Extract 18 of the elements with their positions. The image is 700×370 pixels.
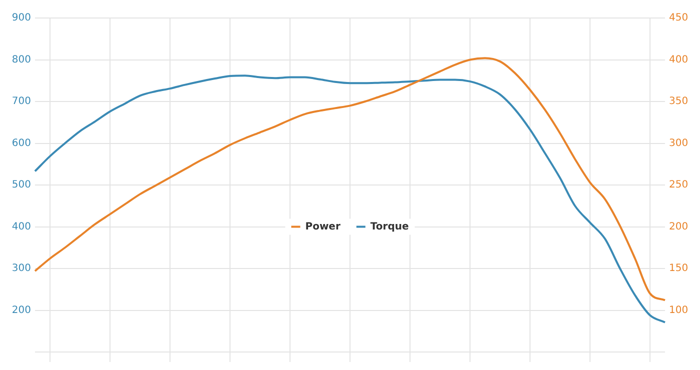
y-tick-label: 700 (12, 96, 31, 108)
y2-tick-label: 200 (669, 221, 688, 232)
y2-tick-label: 300 (669, 138, 688, 149)
y2-tick-label: 450 (669, 12, 688, 24)
y-tick-label: 900 (12, 12, 31, 24)
y2-tick-label: 250 (669, 180, 688, 191)
y-tick-label: 400 (12, 221, 31, 232)
legend-label: Torque (370, 221, 409, 232)
y-tick-label: 600 (12, 138, 31, 149)
legend-label: Power (305, 221, 340, 232)
y2-tick-label: 150 (669, 263, 688, 274)
y-tick-label: 500 (12, 180, 31, 191)
y2-tick-label: 400 (669, 54, 688, 66)
y2-tick-label: 100 (669, 304, 688, 316)
y2-tick-label: 350 (669, 96, 688, 108)
y-tick-label: 300 (12, 263, 31, 274)
y-tick-label: 200 (12, 304, 31, 316)
y-tick-label: 800 (12, 54, 31, 66)
